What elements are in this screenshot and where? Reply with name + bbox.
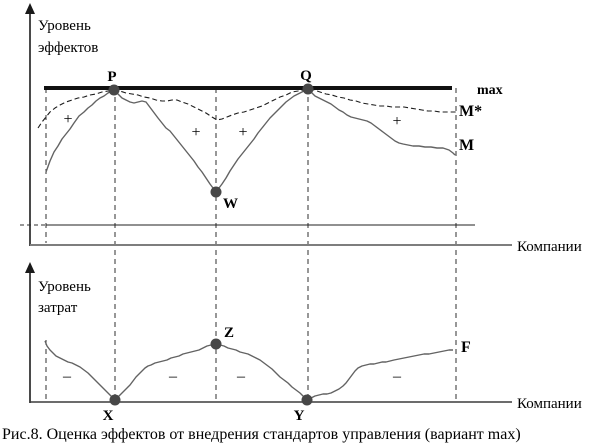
costs-axis-title-line1: Уровень [38, 279, 91, 295]
point-label-Q: Q [300, 68, 312, 84]
minus-sign: – [392, 368, 402, 385]
point-dot-Y [301, 394, 313, 406]
curve-f-label: F [461, 339, 471, 356]
plus-signs: + + + + [63, 111, 401, 141]
point-label-X: X [103, 408, 114, 424]
effects-y-axis-arrow-icon [25, 3, 35, 14]
costs-axis-title-line2: затрат [38, 300, 78, 316]
point-dot-X [109, 394, 121, 406]
point-label-Z: Z [224, 325, 234, 341]
costs-y-axis-arrow-icon [25, 262, 35, 273]
plus-sign: + [238, 124, 247, 141]
plus-sign: + [63, 111, 72, 128]
point-dot-W [210, 186, 222, 198]
point-label-P: P [107, 69, 116, 85]
point-dot-Q [302, 83, 314, 95]
costs-curve [44, 340, 453, 401]
costs-curve-f [44, 340, 453, 401]
effects-axis-title-line1: Уровень [38, 18, 91, 34]
point-label-W: W [223, 196, 238, 212]
costs-x-axis-label: Компании [517, 396, 582, 412]
point-markers: P Q W X Y Z [103, 68, 314, 424]
minus-sign: – [236, 368, 246, 385]
minus-sign: – [168, 368, 178, 385]
point-dot-Z [210, 338, 222, 350]
max-label: max [477, 83, 503, 98]
point-dot-P [108, 84, 120, 96]
effects-x-axis-label: Компании [517, 239, 582, 255]
point-label-Y: Y [294, 408, 305, 424]
effects-axis-title-line2: эффектов [38, 40, 98, 56]
plus-sign: + [191, 124, 200, 141]
effects-curve-m [45, 88, 456, 193]
figure-caption: Рис.8. Оценка эффектов от внедрения стан… [2, 426, 521, 443]
minus-signs: – – – – [62, 368, 402, 385]
plus-sign: + [392, 113, 401, 130]
curve-m-star-label: M* [459, 103, 482, 120]
minus-sign: – [62, 368, 72, 385]
curve-m-label: M [459, 137, 474, 154]
